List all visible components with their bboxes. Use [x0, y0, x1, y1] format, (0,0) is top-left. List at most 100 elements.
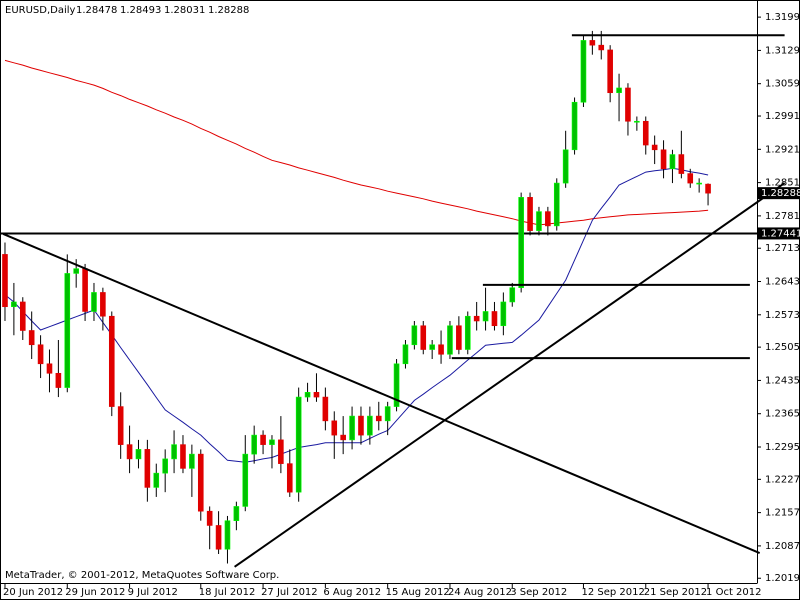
y-tick-label: 1.24350 — [765, 375, 800, 386]
candle-body — [384, 406, 391, 422]
candle-body — [322, 396, 329, 422]
y-tick-label: 1.27810 — [765, 211, 800, 222]
candle-body — [696, 182, 702, 185]
candle-body — [642, 120, 649, 146]
candle-body — [269, 439, 275, 445]
moving-average — [4, 167, 709, 463]
x-tick-label: 18 Jul 2012 — [199, 587, 256, 598]
y-tick-label: 1.25050 — [765, 342, 800, 353]
x-tick-label: 27 Jul 2012 — [261, 587, 318, 598]
candle-body — [429, 344, 435, 350]
ohlc-low: 1.28031 — [164, 5, 205, 16]
candle-body — [420, 325, 427, 350]
y-tick-label: 1.20870 — [765, 541, 800, 552]
candle-body — [331, 420, 338, 436]
ohlc-high: 1.28493 — [120, 5, 161, 16]
candle-body — [55, 372, 62, 388]
candle-body — [447, 325, 453, 355]
candle-body — [393, 363, 400, 407]
candle-body — [358, 415, 364, 436]
candle-body — [562, 149, 569, 184]
x-tick-label: 1 Oct 2012 — [706, 587, 761, 598]
candle-body — [367, 415, 373, 436]
x-tick-label: 3 Sep 2012 — [510, 587, 567, 598]
candle-body — [553, 182, 560, 227]
x-tick-label: 20 Jun 2012 — [3, 587, 63, 598]
candle-body — [509, 287, 516, 303]
candle-body — [171, 444, 177, 460]
candle-body — [286, 463, 293, 493]
candle-body — [206, 510, 213, 526]
level-label-box — [758, 227, 800, 240]
candle-body — [117, 406, 124, 445]
x-tick-label: 12 Sep 2012 — [581, 587, 644, 598]
candle-body — [580, 40, 587, 103]
candle-body — [215, 525, 222, 550]
candle-body — [571, 101, 578, 151]
candle-body — [135, 449, 142, 460]
candle-body — [589, 40, 596, 46]
candle-body — [456, 325, 462, 350]
y-tick-label: 1.22270 — [765, 474, 800, 485]
candle-body — [527, 197, 533, 231]
candle-body — [616, 87, 622, 94]
candle-body — [634, 120, 640, 123]
y-tick-label: 1.21570 — [765, 508, 800, 519]
candle-body — [669, 154, 676, 170]
candle-body — [482, 311, 489, 322]
x-tick-label: 6 Aug 2012 — [323, 587, 381, 598]
candle-body — [402, 344, 409, 365]
y-tick-label: 1.26430 — [765, 277, 800, 288]
candle-body — [349, 415, 355, 441]
y-tick-label: 1.29910 — [765, 111, 800, 122]
candle-body — [313, 392, 320, 398]
y-tick-label: 1.22950 — [765, 442, 800, 453]
candle-body — [19, 301, 26, 331]
candle-body — [144, 449, 151, 488]
candle-body — [197, 453, 204, 512]
candle-body — [180, 444, 186, 469]
candle-body — [705, 183, 711, 194]
moving-average — [4, 59, 709, 226]
candle-body — [545, 211, 551, 227]
candle-body — [491, 311, 498, 327]
candle-body — [153, 472, 160, 488]
candle-body — [82, 268, 88, 312]
candle-body — [500, 301, 507, 327]
candle-body — [340, 434, 346, 441]
y-tick-label: 1.30590 — [765, 79, 800, 90]
y-tick-label: 1.20190 — [765, 573, 800, 584]
y-tick-label: 1.25730 — [765, 310, 800, 321]
candle-body — [598, 44, 605, 51]
candle-body — [73, 268, 79, 274]
candle-body — [233, 506, 240, 522]
ohlc-open: 1.28478 — [76, 5, 117, 16]
candle-body — [64, 273, 71, 388]
price-label-box — [758, 187, 800, 200]
candle-body — [251, 434, 257, 455]
x-tick-label: 9 Jul 2012 — [128, 587, 178, 598]
candle-body — [260, 434, 266, 445]
candle-body — [304, 392, 311, 398]
candle-body — [607, 49, 613, 94]
candle-body — [536, 211, 542, 231]
candle-body — [189, 453, 195, 469]
level-label: 1.27441 — [761, 228, 800, 239]
candle-body — [46, 363, 53, 374]
candle-body — [28, 330, 35, 346]
candle-body — [464, 315, 471, 350]
y-tick-label: 1.31290 — [765, 45, 800, 56]
candle-body — [411, 325, 418, 346]
chart-title: EURUSD,Daily — [5, 5, 76, 16]
candle-body — [518, 197, 524, 288]
y-tick-label: 1.28510 — [765, 178, 800, 189]
y-tick-label: 1.29210 — [765, 144, 800, 155]
x-tick-label: 29 Jun 2012 — [65, 587, 125, 598]
candle-body — [242, 453, 249, 507]
candle-body — [651, 144, 658, 151]
plot-area — [0, 30, 757, 564]
candle-body — [687, 173, 694, 184]
candle-body — [11, 301, 17, 308]
